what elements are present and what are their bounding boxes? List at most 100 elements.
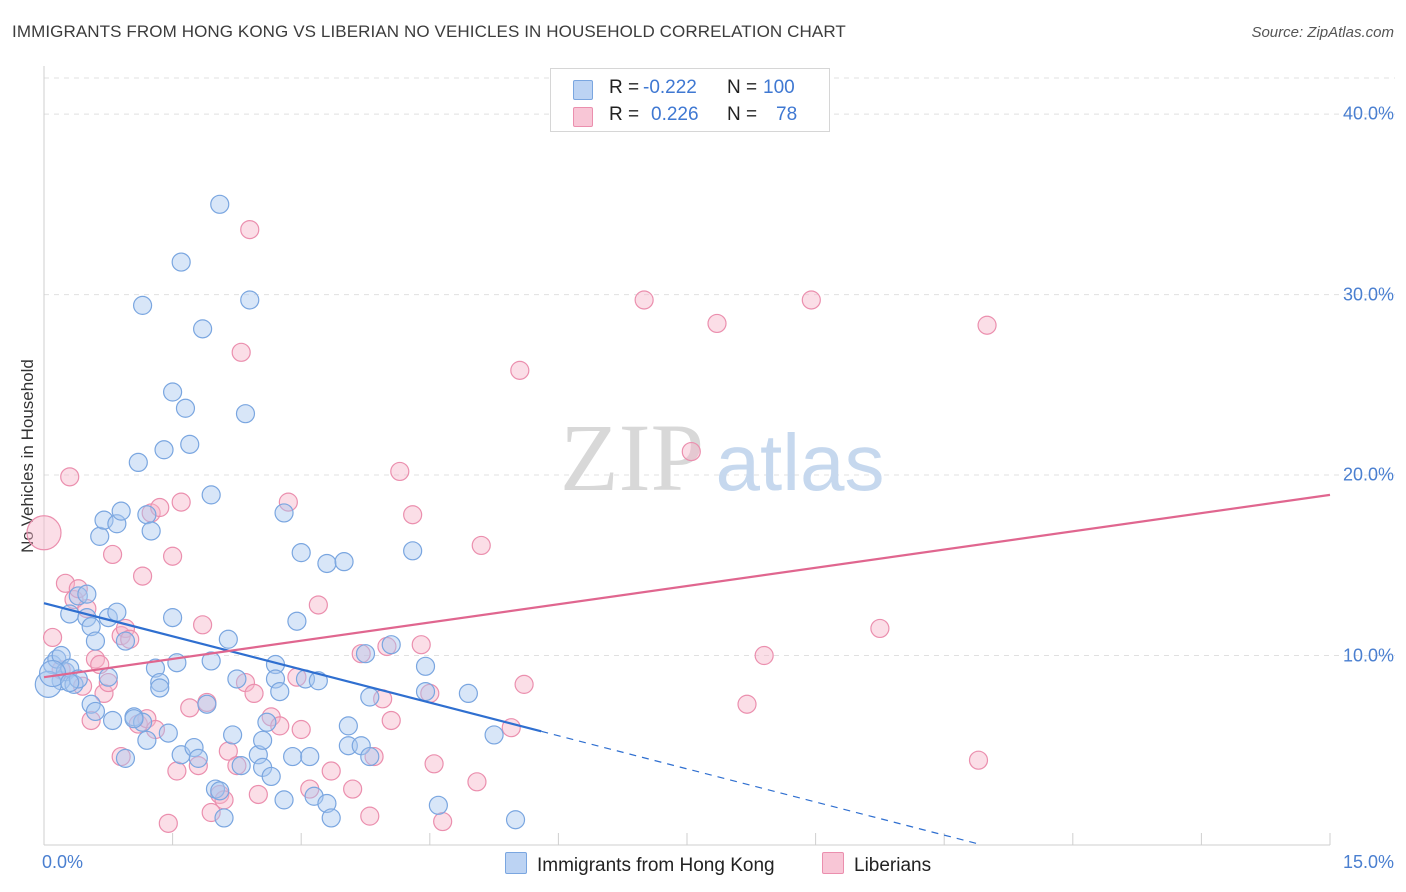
point-hong-kong — [505, 810, 526, 830]
point-hong-kong — [85, 701, 106, 722]
point-liberians — [132, 566, 153, 586]
legend-label-liberians: Liberians — [854, 855, 932, 876]
point-hong-kong — [137, 505, 157, 525]
point-liberians — [467, 772, 487, 792]
point-liberians — [218, 741, 238, 761]
point-hong-kong — [415, 681, 436, 702]
legend-r-label: R = — [609, 77, 640, 98]
point-hong-kong — [124, 709, 144, 729]
point-liberians — [102, 544, 123, 565]
point-liberians — [278, 492, 298, 512]
point-liberians — [737, 694, 757, 714]
point-liberians — [634, 290, 654, 310]
point-hong-kong — [107, 514, 127, 534]
point-liberians — [98, 672, 118, 693]
legend-swatch-blue — [573, 80, 593, 100]
point-hong-kong — [317, 553, 337, 574]
point-hong-kong — [458, 683, 478, 704]
y-tick-label: 20.0% — [1342, 464, 1394, 485]
point-hong-kong — [128, 452, 148, 473]
point-hong-kong — [210, 781, 230, 801]
point-hong-kong — [81, 617, 101, 637]
point-liberians — [231, 342, 251, 362]
y-tick-label: 10.0% — [1342, 645, 1394, 665]
point-hong-kong — [253, 730, 273, 750]
point-hong-kong — [274, 790, 294, 810]
point-hong-kong — [188, 748, 208, 768]
point-hong-kong — [102, 710, 123, 731]
point-hong-kong — [261, 766, 281, 787]
point-hong-kong — [171, 252, 191, 272]
point-liberians — [870, 618, 890, 639]
trend-line-hong-kong — [43, 602, 542, 733]
point-hong-kong — [334, 552, 354, 572]
point-hong-kong — [132, 295, 153, 315]
point-hong-kong — [111, 501, 131, 521]
point-hong-kong — [197, 694, 217, 714]
point-hong-kong — [193, 319, 213, 339]
point-liberians — [180, 698, 200, 718]
trend-lines — [43, 493, 1331, 845]
point-hong-kong — [360, 687, 380, 707]
point-liberians — [60, 467, 80, 487]
point-hong-kong — [141, 521, 161, 541]
legend-swatch-pink — [822, 852, 844, 874]
point-liberians — [681, 441, 701, 462]
point-hong-kong — [163, 382, 183, 402]
point-hong-kong — [150, 672, 170, 693]
y-tick-label: 40.0% — [1342, 103, 1394, 124]
point-hong-kong — [283, 746, 303, 767]
watermark-atlas: atlas — [716, 418, 885, 507]
point-hong-kong — [321, 808, 341, 828]
point-liberians — [188, 755, 208, 776]
point-hong-kong — [175, 398, 196, 418]
point-hong-kong — [90, 526, 110, 546]
point-hong-kong — [381, 635, 401, 655]
x-tick-max: 15.0% — [1342, 852, 1394, 872]
point-liberians — [510, 360, 530, 380]
point-hong-kong — [227, 669, 247, 689]
point-hong-kong — [145, 658, 166, 678]
point-liberians — [42, 627, 63, 648]
point-hong-kong — [248, 745, 268, 765]
legend-n-label: N = — [727, 77, 758, 98]
point-liberians — [26, 515, 62, 551]
point-hong-kong — [308, 671, 328, 691]
point-liberians — [343, 779, 363, 799]
point-hong-kong — [137, 730, 157, 750]
point-hong-kong — [287, 611, 307, 631]
chart-title: IMMIGRANTS FROM HONG KONG VS LIBERIAN NO… — [12, 22, 846, 41]
legend-r-value: -0.222 — [643, 77, 697, 98]
point-liberians — [244, 683, 264, 704]
point-hong-kong — [115, 631, 136, 651]
point-hong-kong — [210, 194, 230, 214]
point-hong-kong — [274, 503, 294, 523]
point-liberians — [248, 784, 268, 805]
point-hong-kong — [150, 678, 170, 698]
point-hong-kong — [154, 440, 174, 460]
point-liberians — [163, 546, 183, 566]
point-hong-kong — [257, 712, 277, 732]
gridlines — [44, 77, 1395, 657]
point-hong-kong — [240, 290, 260, 310]
point-liberians — [977, 315, 997, 335]
point-liberians — [81, 710, 101, 731]
point-liberians — [193, 615, 213, 635]
point-liberians — [433, 811, 453, 832]
trend-line-liberians — [43, 493, 1331, 679]
point-liberians — [291, 719, 311, 740]
point-liberians — [167, 761, 187, 781]
point-hong-kong — [355, 644, 376, 664]
point-hong-kong — [201, 485, 221, 505]
point-hong-kong — [60, 672, 80, 693]
point-liberians — [364, 746, 384, 767]
point-hong-kong — [115, 748, 136, 768]
point-hong-kong — [270, 681, 290, 702]
point-liberians — [360, 806, 380, 826]
point-hong-kong — [300, 746, 320, 767]
point-liberians — [171, 492, 191, 512]
axes — [43, 66, 1331, 846]
point-hong-kong — [317, 793, 337, 814]
x-tick-min: 0.0% — [42, 852, 84, 872]
